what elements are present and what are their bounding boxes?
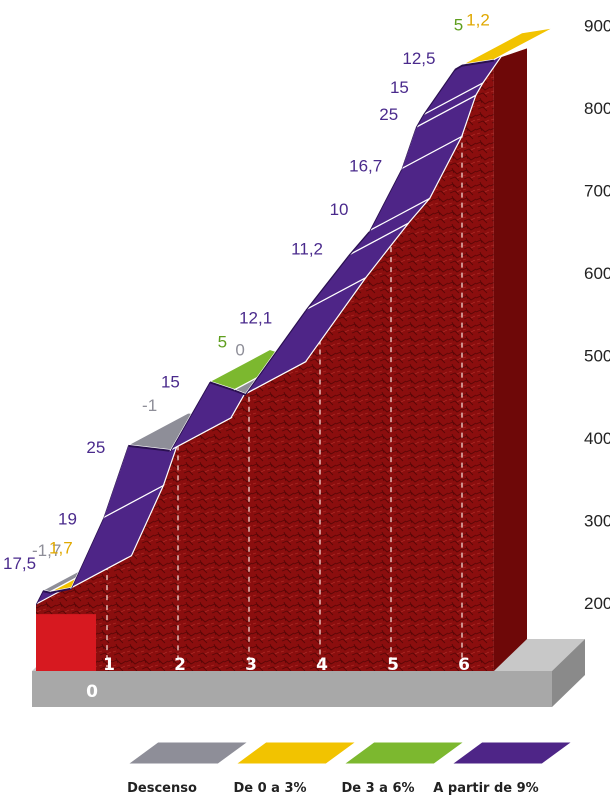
band-edge: [245, 309, 306, 396]
segment-grade-label: 5: [218, 332, 227, 351]
segment-grade-label: 12,5: [402, 49, 435, 68]
segment-grade-label: 5: [454, 16, 463, 35]
band-edge: [36, 590, 44, 607]
band-edge: [369, 168, 402, 233]
segment-grade-label: 1,7: [49, 539, 73, 558]
terrain-side-face: [493, 48, 527, 671]
km-tick-label: 2: [174, 655, 186, 675]
band-edge: [50, 587, 72, 594]
legend-label: A partir de 9%: [433, 781, 538, 796]
segment-grade-label: 25: [86, 438, 105, 457]
band-edge: [71, 517, 104, 590]
band-edge: [462, 59, 494, 67]
segment-grade-label: 15: [390, 78, 409, 97]
legend-swatch-hard: [450, 741, 574, 765]
ground-front-face: [32, 671, 552, 707]
band-edge: [305, 255, 349, 312]
segment-grade-label: 15: [161, 373, 180, 392]
km-tick-label: 6: [458, 655, 470, 675]
segment-grade-label: 16,7: [349, 156, 382, 175]
segment-grade-label: 11,2: [291, 239, 323, 258]
band-edge: [43, 590, 51, 594]
km-tick-label: 4: [316, 655, 328, 675]
km-tick-label: 3: [245, 655, 257, 675]
segment-grade-label: 12,1: [239, 309, 272, 328]
legend-swatch-medium: [342, 741, 466, 765]
altitude-tick-label: 800: [584, 99, 610, 118]
band-edge: [415, 114, 423, 130]
altitude-tick-label: 400: [584, 429, 610, 448]
segment-grade-label: 1,2: [466, 11, 490, 30]
band-edge: [422, 68, 455, 117]
segment-grade-label: -1,7: [32, 541, 61, 560]
altitude-tick-label: 600: [584, 264, 610, 283]
altitude-tick-label: 900: [584, 17, 610, 36]
altitude-tick-label: 300: [584, 512, 610, 531]
segment-grade-label: 0: [235, 341, 244, 360]
altitude-tick-label: 500: [584, 347, 610, 366]
km-tick-label: 5: [387, 655, 399, 675]
segment-grade-label: 17,5: [3, 554, 36, 573]
band-edge: [401, 127, 416, 171]
altitude-tick-label: 200: [584, 594, 610, 613]
segment-grade-label: 19: [58, 510, 77, 529]
km-tick-label: 1: [103, 655, 115, 675]
band-edge: [170, 381, 210, 452]
segment-grade-label: -1: [142, 396, 157, 415]
terrain-start-block: [36, 614, 96, 671]
band-edge: [103, 444, 129, 520]
legend-label: Descenso: [127, 781, 197, 796]
ground-side-face: [552, 639, 585, 707]
band-edge: [348, 230, 370, 258]
band-edge: [234, 389, 246, 396]
altitude-tick-label: 700: [584, 182, 610, 201]
legend-swatch-easy: [234, 741, 358, 765]
band-edge: [454, 64, 462, 71]
km-tick-label: 0: [86, 682, 98, 702]
segment-grade-label: 10: [330, 200, 349, 219]
legend-label: De 3 a 6%: [341, 781, 414, 796]
legend-label: De 0 a 3%: [233, 781, 306, 796]
band-edge: [210, 381, 235, 392]
band-edge: [128, 444, 171, 452]
legend-swatch-descent: [126, 741, 250, 765]
segment-grade-label: 25: [379, 105, 398, 124]
